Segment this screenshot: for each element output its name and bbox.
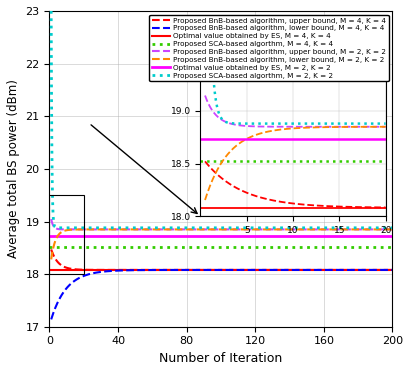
Y-axis label: Average total BS power (dBm): Average total BS power (dBm) (7, 80, 20, 258)
Legend: Proposed BnB-based algorithm, upper bound, M = 4, K = 4, Proposed BnB-based algo: Proposed BnB-based algorithm, upper boun… (149, 15, 388, 81)
Bar (49, 195, 83, 274)
X-axis label: Number of Iteration: Number of Iteration (159, 352, 282, 365)
